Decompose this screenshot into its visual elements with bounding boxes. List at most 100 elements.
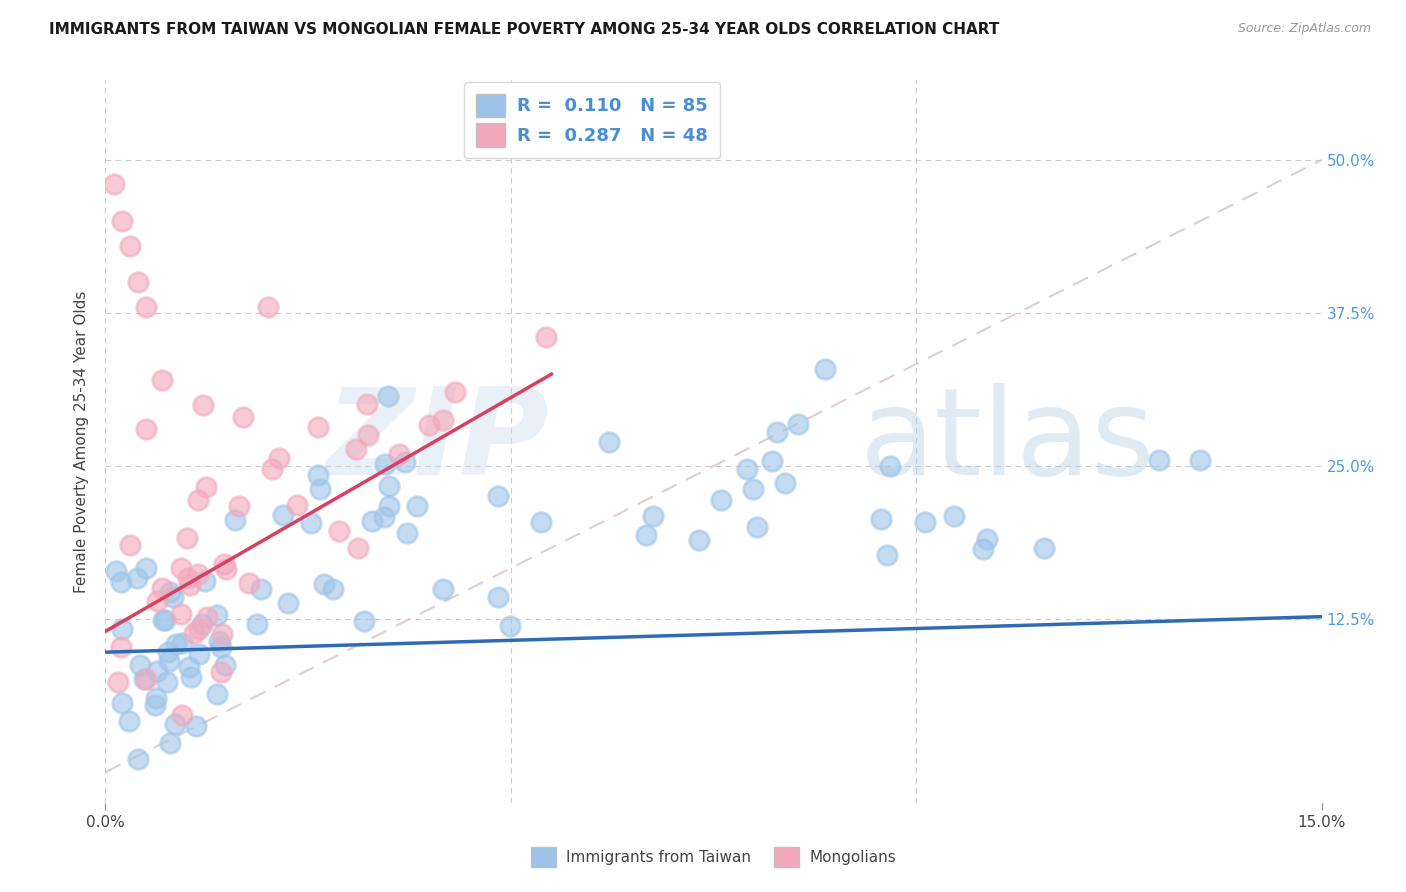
Point [1189,453,1212,467]
Point [761,454,783,468]
Point [256,300,278,314]
Point [976,533,998,547]
Point [914,515,936,529]
Point [150,581,173,595]
Point [378,479,401,493]
Point [377,500,399,514]
Point [183,626,205,640]
Point [1149,453,1171,467]
Point [869,511,891,525]
Y-axis label: Female Poverty Among 25-34 Year Olds: Female Poverty Among 25-34 Year Olds [75,291,90,592]
Point [179,578,201,592]
Point [215,562,238,576]
Point [747,519,769,533]
Point [228,500,250,514]
Point [269,450,291,465]
Point [157,654,180,668]
Point [184,719,207,733]
Point [118,238,141,252]
Point [444,384,467,399]
Point [107,675,129,690]
Point [143,698,166,713]
Point [299,516,322,531]
Point [307,467,329,482]
Point [132,672,155,686]
Point [145,691,167,706]
Point [353,614,375,628]
Point [598,434,620,449]
Point [111,214,134,228]
Point [395,526,418,541]
Point [773,475,796,490]
Point [191,398,214,412]
Point [195,480,218,494]
Point [634,528,657,542]
Point [135,672,157,686]
Point [377,388,399,402]
Point [146,593,169,607]
Point [195,610,218,624]
Point [406,499,429,513]
Point [208,633,231,648]
Point [499,619,522,633]
Point [357,428,380,442]
Point [432,413,454,427]
Point [942,508,965,523]
Point [205,608,228,623]
Point [271,508,294,522]
Point [110,640,132,655]
Text: ZIP: ZIP [326,383,550,500]
Point [165,637,187,651]
Point [177,571,200,585]
Point [187,566,209,581]
Point [277,596,299,610]
Legend: Immigrants from Taiwan, Mongolians: Immigrants from Taiwan, Mongolians [523,839,904,875]
Point [146,665,169,679]
Point [150,373,173,387]
Point [232,410,254,425]
Point [111,622,134,636]
Point [766,425,789,439]
Point [260,462,283,476]
Point [710,493,733,508]
Point [1033,541,1056,555]
Point [194,574,217,588]
Point [361,514,384,528]
Text: IMMIGRANTS FROM TAIWAN VS MONGOLIAN FEMALE POVERTY AMONG 25-34 YEAR OLDS CORRELA: IMMIGRANTS FROM TAIWAN VS MONGOLIAN FEMA… [49,22,1000,37]
Point [125,571,148,585]
Point [394,455,416,469]
Point [285,498,308,512]
Text: atlas: atlas [859,383,1156,500]
Point [120,538,142,552]
Point [176,531,198,545]
Point [814,362,837,376]
Point [344,442,367,456]
Point [374,457,396,471]
Point [373,509,395,524]
Point [209,640,232,654]
Point [418,418,440,433]
Point [879,458,901,473]
Point [103,178,125,192]
Point [214,658,236,673]
Point [224,513,246,527]
Point [162,590,184,604]
Point [432,582,454,596]
Point [388,448,411,462]
Point [309,482,332,496]
Point [127,752,149,766]
Point [135,422,157,436]
Point [356,397,378,411]
Point [191,617,214,632]
Point [111,697,134,711]
Point [118,714,141,728]
Point [153,613,176,627]
Point [110,575,132,590]
Point [741,483,763,497]
Point [688,533,710,547]
Point [530,515,553,529]
Point [187,623,209,637]
Point [163,717,186,731]
Point [972,542,994,557]
Point [876,549,898,563]
